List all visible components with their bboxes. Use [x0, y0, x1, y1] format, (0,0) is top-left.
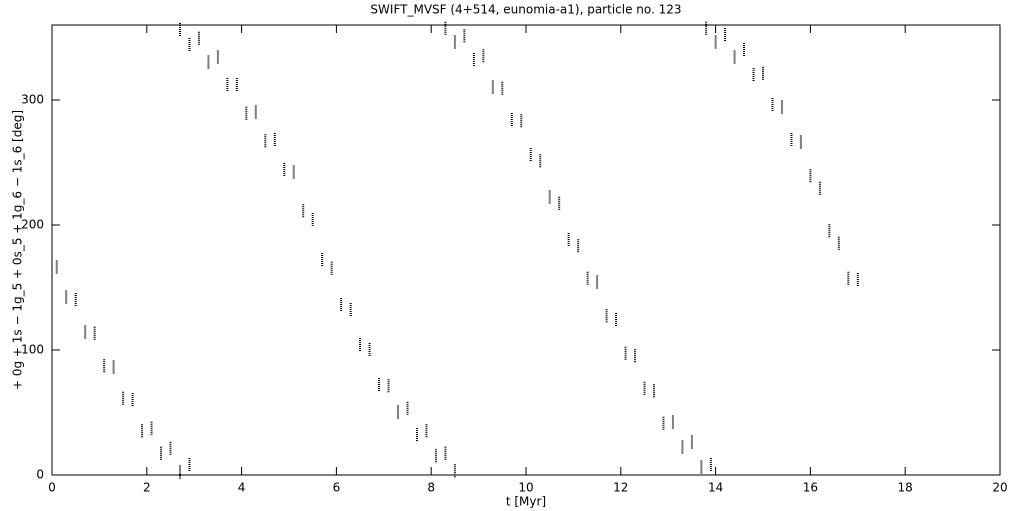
- x-tick-label: 18: [898, 481, 913, 495]
- y-tick-label: 300: [21, 93, 44, 107]
- y-tick-label: 100: [21, 343, 44, 357]
- x-tick-label: 16: [803, 481, 818, 495]
- x-tick-label: 6: [333, 481, 341, 495]
- y-tick-label: 0: [36, 468, 44, 482]
- chart-title: SWIFT_MVSF (4+514, eunomia-a1), particle…: [370, 3, 681, 17]
- x-tick-label: 2: [143, 481, 151, 495]
- x-tick-label: 10: [518, 481, 533, 495]
- plot-frame: [51, 24, 1001, 476]
- x-axis-label: t [Myr]: [506, 495, 546, 509]
- y-axis-label: + 0g + 1s − 1g_5 + 0s_5 + 1g_6 − 1s_6 [d…: [11, 110, 25, 390]
- x-tick-label: 8: [427, 481, 435, 495]
- x-tick-label: 12: [613, 481, 628, 495]
- x-tick-label: 14: [708, 481, 723, 495]
- x-tick-label: 4: [238, 481, 246, 495]
- x-tick-label: 20: [992, 481, 1007, 495]
- x-tick-label: 0: [48, 481, 56, 495]
- y-tick-label: 200: [21, 218, 44, 232]
